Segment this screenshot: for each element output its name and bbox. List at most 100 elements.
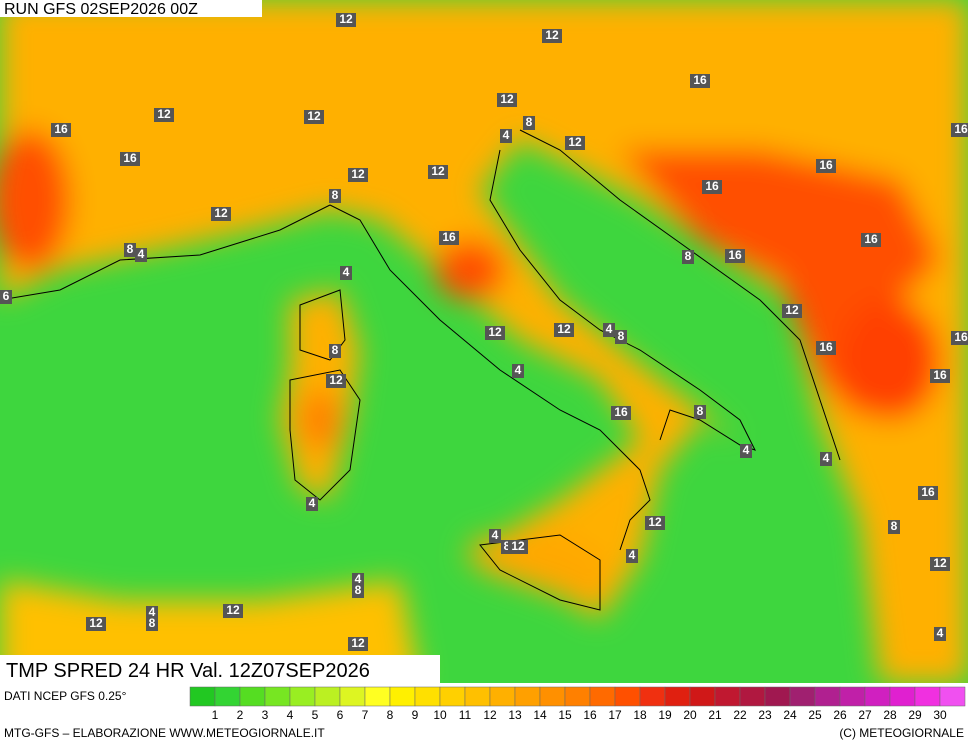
contour-label: 16: [933, 368, 947, 382]
legend-tick-label: 26: [833, 708, 847, 722]
contour-label: 4: [343, 265, 350, 279]
contour-label: 16: [819, 158, 833, 172]
contour-label-box: [124, 243, 136, 257]
legend-swatch: [564, 686, 591, 707]
legend-swatch: [364, 686, 391, 707]
legend-tick-label: 11: [459, 708, 472, 722]
contour-label: 12: [89, 616, 103, 630]
contour-label: 16: [693, 73, 707, 87]
contour-label: 4: [629, 548, 636, 562]
contour-label-box: [816, 341, 836, 355]
contour-label-box: [523, 116, 535, 130]
contour-label-box: [304, 110, 324, 124]
contour-label: 4: [503, 128, 510, 142]
contour-label: 8: [332, 343, 339, 357]
legend-swatch: [464, 686, 491, 707]
legend-swatch: [189, 686, 216, 707]
contour-label-box: [146, 617, 158, 631]
legend-tick-label: 7: [362, 708, 369, 722]
contour-label-box: [694, 405, 706, 419]
contour-label: 4: [743, 443, 750, 457]
contour-label-box: [626, 549, 638, 563]
contour-label: 4: [138, 247, 145, 261]
contour-label: 12: [545, 28, 559, 42]
contour-label-box: [816, 159, 836, 173]
contour-label: 12: [307, 109, 321, 123]
contour-label: 12: [157, 107, 171, 121]
contour-label: 12: [488, 325, 502, 339]
contour-label: 12: [226, 603, 240, 617]
contour-label: 16: [614, 405, 628, 419]
legend-swatch: [864, 686, 891, 707]
contour-label: 8: [127, 242, 134, 256]
contour-label: 4: [823, 451, 830, 465]
contour-label: 16: [819, 340, 833, 354]
contour-label-box: [554, 323, 574, 337]
legend-swatch: [314, 686, 341, 707]
legend-swatch: [489, 686, 516, 707]
contour-label-box: [500, 129, 512, 143]
contour-label: 12: [785, 303, 799, 317]
contour-label-box: [603, 323, 615, 337]
footer-left: MTG-GFS – ELABORAZIONE WWW.METEOGIORNALE…: [4, 726, 325, 740]
contour-label-box: [489, 529, 501, 543]
contour-label: 12: [214, 206, 228, 220]
contour-label-box: [725, 249, 745, 263]
contour-label: 8: [332, 188, 339, 202]
contour-label: 4: [492, 528, 499, 542]
contour-label: 16: [54, 122, 68, 136]
legend-tick-label: 1: [212, 708, 219, 722]
contour-label: 8: [685, 249, 692, 263]
title-box: [0, 655, 440, 683]
contour-label-box: [352, 573, 364, 587]
contour-label: 12: [431, 164, 445, 178]
legend-swatch: [664, 686, 691, 707]
contour-label-box: [329, 344, 341, 358]
contour-label-box: [135, 248, 147, 262]
contour-label-box: [934, 627, 946, 641]
legend-swatch: [839, 686, 866, 707]
header-box: [0, 0, 262, 17]
legend-swatch: [414, 686, 441, 707]
contour-label: 16: [123, 151, 137, 165]
legend-tick-label: 6: [337, 708, 344, 722]
contour-label: 12: [568, 135, 582, 149]
contour-label: 8: [891, 519, 898, 533]
contour-label-box: [485, 326, 505, 340]
contour-label: 12: [557, 322, 571, 336]
legend-tick-label: 13: [508, 708, 522, 722]
legend-tick-label: 28: [883, 708, 897, 722]
contour-label: 12: [500, 92, 514, 106]
contour-label-box: [782, 304, 802, 318]
contour-label-box: [146, 606, 158, 620]
contour-label-box: [542, 29, 562, 43]
contour-label: 4: [606, 322, 613, 336]
legend-tick-label: 8: [387, 708, 394, 722]
contour-label: 4: [355, 572, 362, 586]
contour-label: 6: [3, 289, 10, 303]
legend-swatch: [764, 686, 791, 707]
contour-label-box: [615, 330, 627, 344]
contour-label-box: [951, 331, 968, 345]
contour-label-box: [340, 266, 352, 280]
contour-label-box: [820, 452, 832, 466]
contour-label-box: [951, 123, 968, 137]
contour-label-box: [223, 604, 243, 618]
legend-swatch: [514, 686, 541, 707]
contour-label-box: [508, 540, 528, 554]
contour-label-box: [497, 93, 517, 107]
contour-label: 4: [937, 626, 944, 640]
contour-label: 12: [339, 12, 353, 26]
contour-label: 16: [954, 122, 968, 136]
legend-swatch: [389, 686, 416, 707]
legend-tick-label: 22: [733, 708, 747, 722]
legend-tick-label: 14: [533, 708, 547, 722]
legend-tick-label: 12: [483, 708, 497, 722]
legend-swatch: [689, 686, 716, 707]
contour-label-box: [611, 406, 631, 420]
legend-swatch: [339, 686, 366, 707]
legend-tick-label: 2: [237, 708, 244, 722]
legend-tick-label: 27: [858, 708, 872, 722]
contour-label: 4: [309, 496, 316, 510]
legend-swatch: [939, 686, 966, 707]
